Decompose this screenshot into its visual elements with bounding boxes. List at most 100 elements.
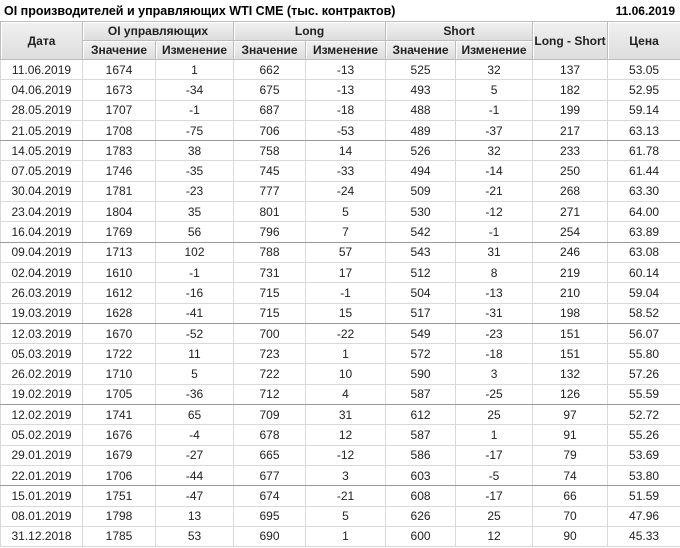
cell-short-change: -1 [455, 99, 534, 121]
cell-long-value: 723 [233, 343, 307, 365]
cell-oi-change: -41 [154, 302, 235, 324]
cell-long-short: 271 [532, 201, 609, 223]
cell-oi-value: 1706 [82, 464, 156, 487]
cell-date: 29.01.2019 [0, 444, 83, 466]
cell-long-short: 246 [532, 241, 609, 263]
cell-oi-change: 11 [154, 343, 235, 365]
table-body: 11.06.2019 1674 1 662 -13 525 32 137 53.… [0, 58, 680, 548]
cell-oi-value: 1707 [82, 99, 156, 121]
col-header-short-group: Short [385, 21, 534, 41]
cell-date: 15.01.2019 [0, 485, 83, 507]
cell-long-change: -1 [305, 282, 387, 304]
cell-short-change: 32 [455, 58, 534, 81]
table-row: 30.04.2019 1781 -23 777 -24 509 -21 268 … [0, 180, 680, 203]
cell-price: 63.89 [607, 221, 680, 243]
table-row: 05.03.2019 1722 11 723 1 572 -18 151 55.… [0, 343, 680, 365]
cell-short-change: -23 [455, 322, 534, 345]
table-row: 14.05.2019 1783 38 758 14 526 32 233 61.… [0, 140, 680, 162]
col-header-date: Дата [0, 21, 83, 60]
cell-long-value: 700 [233, 322, 307, 345]
cell-oi-value: 1785 [82, 525, 156, 548]
cell-oi-change: 5 [154, 363, 235, 385]
cell-long-change: 7 [305, 221, 387, 243]
cell-long-short: 66 [532, 485, 609, 507]
cell-short-change: -5 [455, 464, 534, 487]
cell-oi-value: 1769 [82, 221, 156, 243]
cell-date: 11.06.2019 [0, 58, 83, 81]
cell-price: 63.13 [607, 119, 680, 142]
cell-date: 19.02.2019 [0, 383, 83, 406]
cell-long-value: 788 [233, 241, 307, 263]
cell-long-short: 126 [532, 383, 609, 406]
report-date: 11.06.2019 [615, 3, 675, 18]
cell-long-change: -24 [305, 180, 387, 203]
cell-oi-value: 1676 [82, 424, 156, 446]
cell-price: 63.08 [607, 241, 680, 263]
cell-short-change: 32 [455, 140, 534, 162]
cell-short-value: 587 [385, 424, 457, 446]
cell-long-change: 15 [305, 302, 387, 324]
cell-oi-change: -47 [154, 485, 235, 507]
cell-oi-value: 1746 [82, 160, 156, 182]
cell-date: 26.02.2019 [0, 363, 83, 385]
cell-date: 23.04.2019 [0, 201, 83, 223]
cell-date: 16.04.2019 [0, 221, 83, 243]
cell-long-change: -18 [305, 99, 387, 121]
cell-short-value: 509 [385, 180, 457, 203]
cell-long-short: 151 [532, 343, 609, 365]
cell-short-value: 600 [385, 525, 457, 548]
cell-oi-change: 38 [154, 140, 235, 162]
table-row: 22.01.2019 1706 -44 677 3 603 -5 74 53.8… [0, 464, 680, 487]
table-row: 28.05.2019 1707 -1 687 -18 488 -1 199 59… [0, 99, 680, 121]
cell-long-value: 695 [233, 505, 307, 527]
cell-oi-change: -36 [154, 383, 235, 406]
cell-short-value: 488 [385, 99, 457, 121]
cell-short-change: -17 [455, 485, 534, 507]
cell-oi-value: 1804 [82, 201, 156, 223]
cell-short-value: 612 [385, 404, 457, 426]
cell-date: 26.03.2019 [0, 282, 83, 304]
cell-oi-value: 1628 [82, 302, 156, 324]
cell-price: 53.05 [607, 58, 680, 81]
cell-date: 30.04.2019 [0, 180, 83, 203]
cell-short-change: 25 [455, 404, 534, 426]
cell-short-change: -31 [455, 302, 534, 324]
table-row: 26.03.2019 1612 -16 715 -1 504 -13 210 5… [0, 282, 680, 304]
cell-long-short: 74 [532, 464, 609, 487]
cell-long-short: 254 [532, 221, 609, 243]
cell-long-value: 706 [233, 119, 307, 142]
cell-oi-change: -16 [154, 282, 235, 304]
cell-long-change: 4 [305, 383, 387, 406]
cell-short-value: 626 [385, 505, 457, 527]
col-header-oi-change: Изменение [154, 40, 235, 60]
cell-oi-change: -44 [154, 464, 235, 487]
col-header-long-short: Long - Short [532, 21, 609, 60]
cell-oi-change: 53 [154, 525, 235, 548]
cell-price: 59.04 [607, 282, 680, 304]
cell-long-change: 3 [305, 464, 387, 487]
table-row: 15.01.2019 1751 -47 674 -21 608 -17 66 5… [0, 485, 680, 507]
cell-long-short: 198 [532, 302, 609, 324]
cell-oi-value: 1708 [82, 119, 156, 142]
table-row: 31.12.2018 1785 53 690 1 600 12 90 45.33 [0, 525, 680, 548]
cell-short-change: 8 [455, 261, 534, 284]
cell-oi-change: -1 [154, 261, 235, 284]
cell-date: 22.01.2019 [0, 464, 83, 487]
cell-long-change: 57 [305, 241, 387, 263]
cell-long-value: 745 [233, 160, 307, 182]
cell-long-value: 715 [233, 282, 307, 304]
table-row: 19.03.2019 1628 -41 715 15 517 -31 198 5… [0, 302, 680, 324]
cell-long-change: 1 [305, 343, 387, 365]
cell-long-value: 687 [233, 99, 307, 121]
cell-oi-value: 1612 [82, 282, 156, 304]
cell-short-value: 530 [385, 201, 457, 223]
cell-short-change: -21 [455, 180, 534, 203]
table-row: 04.06.2019 1673 -34 675 -13 493 5 182 52… [0, 79, 680, 101]
cell-date: 07.05.2019 [0, 160, 83, 182]
table-row: 23.04.2019 1804 35 801 5 530 -12 271 64.… [0, 201, 680, 223]
cell-price: 63.30 [607, 180, 680, 203]
cell-short-value: 586 [385, 444, 457, 466]
cell-oi-value: 1674 [82, 58, 156, 81]
cell-oi-value: 1710 [82, 363, 156, 385]
cell-long-short: 91 [532, 424, 609, 446]
